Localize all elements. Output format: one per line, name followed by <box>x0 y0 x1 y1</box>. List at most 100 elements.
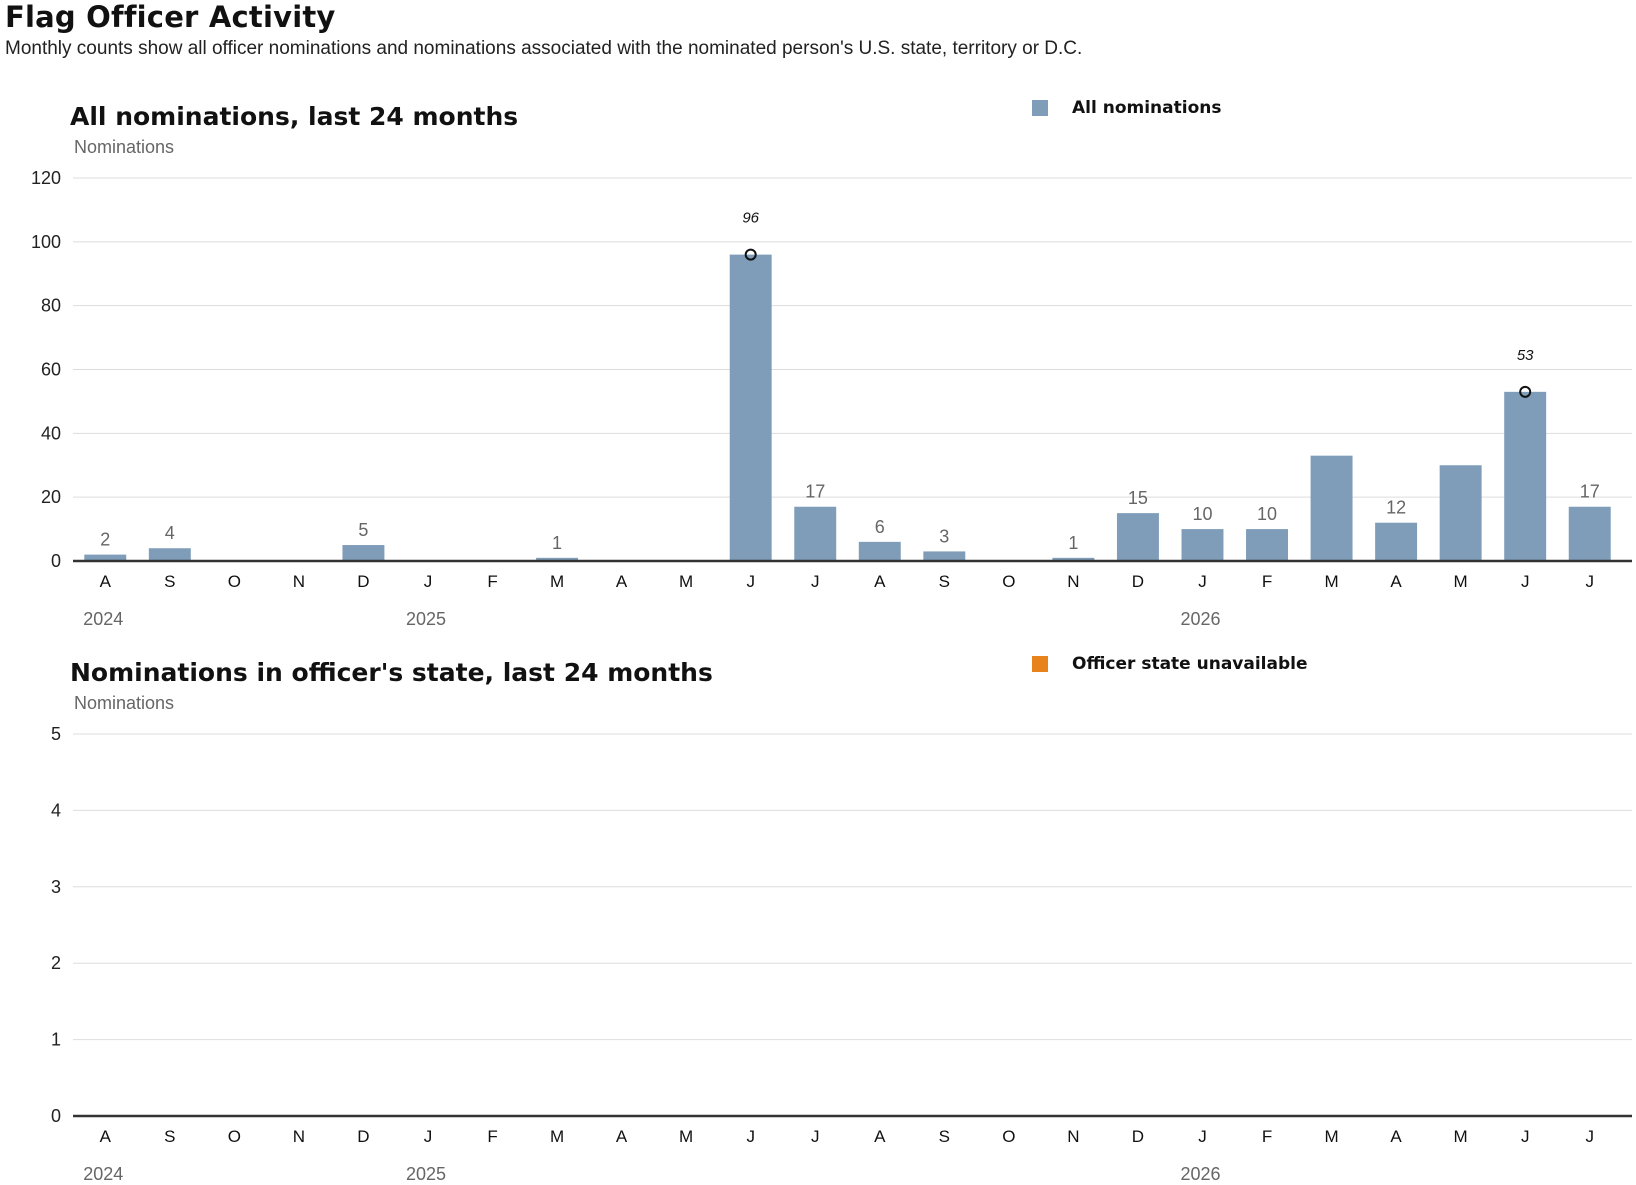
bar <box>1439 465 1482 561</box>
peak-marker <box>1519 385 1532 398</box>
peak-annotation: 96 <box>742 210 759 227</box>
y-tick-label: 0 <box>51 1106 61 1126</box>
x-tick-label: D <box>357 572 369 591</box>
y-tick-label: 5 <box>51 724 61 744</box>
x-tick-label: M <box>1454 1127 1468 1146</box>
bar <box>84 554 127 561</box>
data-label: 1 <box>1068 533 1078 553</box>
year-label: 2024 <box>83 609 123 629</box>
y-tick-label: 60 <box>41 360 61 380</box>
x-tick-label: A <box>616 1127 628 1146</box>
peak-marker <box>744 248 757 261</box>
x-tick-label: J <box>811 1127 820 1146</box>
year-label: 2026 <box>1180 609 1220 629</box>
year-label: 2025 <box>406 1164 446 1184</box>
chart-2-legend: Officer state unavailable <box>1032 654 1308 674</box>
x-tick-label: J <box>1521 572 1530 591</box>
data-label: 17 <box>1580 482 1600 502</box>
bar <box>1181 529 1224 561</box>
bar <box>923 551 966 561</box>
x-tick-label: D <box>357 1127 369 1146</box>
data-label: 6 <box>875 517 885 537</box>
x-tick-label: A <box>874 1127 886 1146</box>
x-tick-label: N <box>1067 1127 1079 1146</box>
x-tick-label: A <box>1390 572 1402 591</box>
x-tick-label: A <box>100 572 112 591</box>
x-tick-label: J <box>1521 1127 1530 1146</box>
x-tick-label: M <box>1324 572 1338 591</box>
x-tick-label: S <box>939 572 950 591</box>
data-label: 5 <box>358 520 368 540</box>
x-tick-label: S <box>939 1127 950 1146</box>
y-tick-label: 40 <box>41 423 61 443</box>
bar <box>536 557 579 561</box>
x-tick-label: F <box>1262 572 1272 591</box>
x-tick-label: M <box>550 1127 564 1146</box>
legend-swatch-officer-state-unavailable <box>1032 656 1048 672</box>
x-tick-label: J <box>424 572 433 591</box>
x-tick-label: D <box>1132 572 1144 591</box>
bar <box>1568 506 1611 561</box>
x-tick-label: J <box>811 572 820 591</box>
x-tick-label: A <box>1390 1127 1402 1146</box>
x-tick-label: A <box>616 572 628 591</box>
x-tick-label: J <box>1585 1127 1594 1146</box>
chart-1-y-axis-label: Nominations <box>74 137 175 157</box>
x-tick-label: F <box>487 572 497 591</box>
chart-1-title: All nominations, last 24 months <box>70 102 519 131</box>
x-tick-label: O <box>1002 572 1015 591</box>
bar <box>342 545 385 561</box>
x-tick-label: F <box>1262 1127 1272 1146</box>
bar <box>794 506 837 561</box>
x-tick-label: D <box>1132 1127 1144 1146</box>
data-label: 12 <box>1386 498 1406 518</box>
x-tick-label: O <box>228 572 241 591</box>
y-tick-label: 80 <box>41 296 61 316</box>
x-tick-label: A <box>874 572 886 591</box>
page-subtitle: Monthly counts show all officer nominati… <box>5 38 1083 59</box>
x-tick-label: J <box>1585 572 1594 591</box>
data-label: 10 <box>1192 504 1212 524</box>
chart-1-plot: 0 20 40 60 80 100 120 2 4 5 1 17 6 3 1 15 10 10 12 17 96 53 A S… <box>31 168 1632 629</box>
x-tick-label: S <box>164 1127 175 1146</box>
year-label: 2025 <box>406 609 446 629</box>
peak-annotation: 53 <box>1517 347 1534 364</box>
bar <box>858 541 901 561</box>
y-tick-label: 4 <box>51 800 61 820</box>
legend-swatch-all-nominations <box>1032 100 1048 116</box>
data-label: 15 <box>1128 488 1148 508</box>
year-label: 2026 <box>1180 1164 1220 1184</box>
bar <box>1052 557 1095 561</box>
data-label: 10 <box>1257 504 1277 524</box>
x-tick-label: O <box>228 1127 241 1146</box>
legend-label-officer-state-unavailable: Officer state unavailable <box>1072 654 1308 674</box>
x-tick-label: J <box>1198 1127 1207 1146</box>
bar <box>1504 391 1547 561</box>
y-tick-label: 120 <box>31 168 61 188</box>
bar <box>729 254 772 561</box>
chart-1-legend: All nominations <box>1032 98 1221 118</box>
y-tick-label: 20 <box>41 487 61 507</box>
y-tick-label: 3 <box>51 877 61 897</box>
x-tick-label: J <box>1198 572 1207 591</box>
x-tick-label: M <box>679 572 693 591</box>
x-tick-label: J <box>746 572 755 591</box>
data-label: 3 <box>939 526 949 546</box>
x-tick-label: M <box>679 1127 693 1146</box>
x-tick-label: M <box>550 572 564 591</box>
y-tick-label: 2 <box>51 953 61 973</box>
x-tick-label: J <box>746 1127 755 1146</box>
x-tick-label: M <box>1454 572 1468 591</box>
x-tick-label: F <box>487 1127 497 1146</box>
x-tick-label: O <box>1002 1127 1015 1146</box>
x-tick-label: N <box>293 1127 305 1146</box>
x-tick-label: J <box>424 1127 433 1146</box>
x-tick-label: M <box>1324 1127 1338 1146</box>
legend-label-all-nominations: All nominations <box>1072 98 1222 118</box>
data-label: 4 <box>165 523 175 543</box>
y-tick-label: 0 <box>51 551 61 571</box>
page-title: Flag Officer Activity <box>5 0 336 34</box>
chart-2-y-axis-label: Nominations <box>74 693 175 713</box>
y-tick-label: 1 <box>51 1030 61 1050</box>
x-tick-label: N <box>1067 572 1079 591</box>
